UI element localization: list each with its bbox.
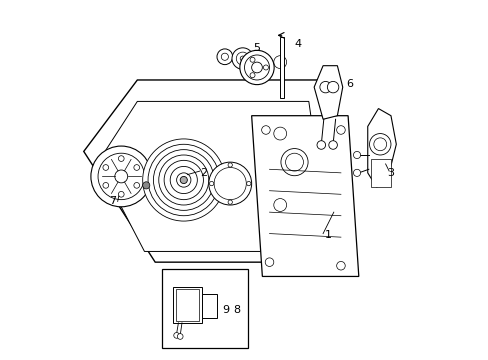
Circle shape [249,57,255,62]
Bar [202,294,216,318]
Circle shape [231,48,253,69]
Circle shape [208,162,251,205]
Polygon shape [313,66,342,119]
Circle shape [118,192,124,197]
Circle shape [221,53,228,60]
Circle shape [159,155,208,205]
Circle shape [134,183,139,188]
Circle shape [328,141,337,149]
Circle shape [373,138,386,151]
Circle shape [148,144,219,216]
Circle shape [227,200,232,204]
Circle shape [369,134,390,155]
Circle shape [336,261,345,270]
Circle shape [353,152,360,158]
Circle shape [217,49,232,64]
Circle shape [102,165,108,170]
Circle shape [240,56,244,61]
Circle shape [177,334,183,339]
Circle shape [142,182,149,189]
Circle shape [353,169,360,176]
Circle shape [98,153,144,200]
Circle shape [273,199,286,211]
Text: 6: 6 [346,78,353,89]
Circle shape [264,258,273,266]
Circle shape [336,126,345,134]
Circle shape [170,166,197,194]
Circle shape [180,176,187,184]
Circle shape [227,163,232,167]
Circle shape [281,149,307,176]
Circle shape [319,81,331,93]
Circle shape [251,62,262,73]
Circle shape [263,65,268,70]
Text: 9: 9 [222,305,229,315]
Circle shape [209,181,213,186]
Bar [162,269,247,348]
Circle shape [236,52,248,65]
Polygon shape [98,102,329,251]
Circle shape [176,173,190,187]
Circle shape [214,167,246,200]
Circle shape [273,127,286,140]
Circle shape [244,55,269,80]
Circle shape [134,165,139,170]
Bar [279,37,283,98]
Circle shape [261,126,270,134]
Circle shape [142,139,224,221]
Bar [176,289,198,321]
Circle shape [285,153,303,171]
Circle shape [164,160,203,200]
Circle shape [326,81,338,93]
Circle shape [273,56,286,68]
Circle shape [246,181,250,186]
Circle shape [173,333,179,338]
Text: 1: 1 [325,230,331,240]
Circle shape [153,150,214,210]
Bar [173,287,201,323]
Circle shape [249,73,255,78]
Text: 4: 4 [294,39,301,49]
Polygon shape [83,80,351,262]
Polygon shape [367,109,395,187]
Text: 2: 2 [200,168,206,178]
Text: 8: 8 [233,305,240,315]
Bar [370,158,390,187]
Circle shape [115,170,127,183]
Text: 5: 5 [253,43,260,53]
Circle shape [91,146,151,207]
Polygon shape [251,116,358,276]
Text: 7: 7 [108,197,116,206]
Text: 3: 3 [386,168,394,178]
Circle shape [118,156,124,161]
Circle shape [240,50,274,85]
Circle shape [102,183,108,188]
Circle shape [316,141,325,149]
